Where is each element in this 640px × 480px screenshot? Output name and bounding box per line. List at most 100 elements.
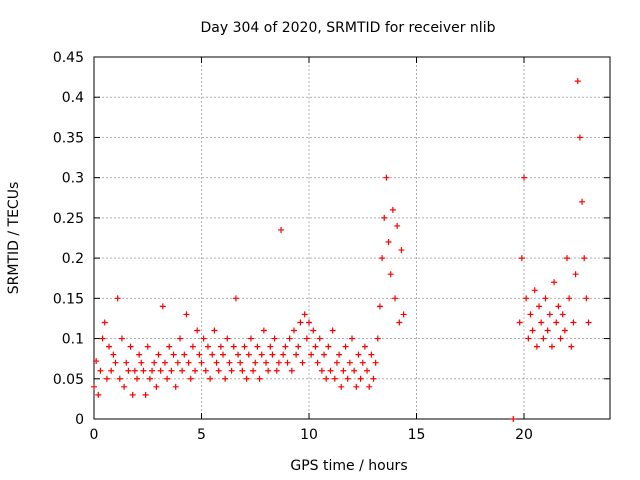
data-point [247,335,254,342]
data-point [290,327,297,334]
data-point [108,367,115,374]
data-point [187,375,194,382]
data-point [400,311,407,318]
data-point [286,335,293,342]
chart-title: Day 304 of 2020, SRMTID for receiver nli… [201,20,496,36]
data-point [394,222,401,229]
data-point [179,367,186,374]
data-point [396,319,403,326]
data-point [258,351,265,358]
data-point [267,343,274,350]
data-point [215,367,222,374]
data-point [114,295,121,302]
data-point [376,303,383,310]
data-point [529,327,536,334]
data-point [336,351,343,358]
y-tick-label: 0.2 [62,251,84,267]
data-point [209,351,216,358]
data-point [381,214,388,221]
data-point [533,343,540,350]
data-point [521,174,527,181]
data-point [288,367,295,374]
data-point [557,335,564,342]
data-point [544,327,551,334]
data-point [271,335,278,342]
data-point [177,335,183,342]
y-tick-label: 0.45 [53,50,84,66]
data-point [273,367,280,374]
data-point [303,335,310,342]
data-point [331,375,338,382]
data-point [142,391,149,398]
data-point [364,367,371,374]
data-point [579,198,586,205]
data-point [359,359,366,366]
data-point [232,295,239,302]
data-point [256,375,263,382]
y-tick-label: 0 [75,412,84,428]
data-point [202,367,209,374]
data-point [198,359,205,366]
data-point [185,359,192,366]
data-point [299,359,306,366]
data-point [523,295,530,302]
data-point [333,359,340,366]
data-point [542,295,549,302]
data-point [531,287,538,294]
x-axis-label: GPS time / hours [290,458,407,474]
y-tick-labels: 0 0.05 0.1 0.15 0.2 0.25 0.3 0.35 0.4 0.45 [53,50,84,428]
data-point [349,335,355,342]
data-point [572,271,579,278]
data-point [123,359,130,366]
data-point [146,375,153,382]
x-tick-label: 20 [515,427,533,443]
data-point [237,359,244,366]
data-point [161,359,168,366]
data-point [213,359,220,366]
data-point [112,359,119,366]
data-point [118,335,125,342]
data-point [366,383,373,390]
data-point [97,367,104,374]
data-point [194,327,201,334]
data-point [518,255,525,262]
data-point [269,351,276,358]
data-point [351,367,358,374]
data-point [174,359,181,366]
data-point [564,255,570,262]
x-tick-labels: 0 5 10 15 20 [90,427,533,443]
data-point [323,375,330,382]
data-point [125,367,132,374]
data-point [525,335,532,342]
data-point [278,226,285,233]
data-point [168,367,175,374]
data-point [372,359,379,366]
data-point [230,343,237,350]
data-point [116,375,123,382]
data-point [252,359,259,366]
y-tick-label: 0.05 [53,372,84,388]
data-point [385,239,392,246]
data-point [338,383,345,390]
data-point [370,375,377,382]
data-point [181,351,188,358]
data-point [536,303,543,310]
data-point [284,359,291,366]
data-point [136,351,143,358]
data-point [254,343,261,350]
data-point [192,367,199,374]
data-point [546,311,553,318]
data-point [301,311,308,318]
data-point [222,375,229,382]
data-point [235,351,242,358]
x-tick-label: 5 [197,427,206,443]
data-point [308,351,315,358]
data-point [581,255,588,262]
x-tick-label: 10 [300,427,318,443]
data-point [99,335,106,342]
data-point [243,375,250,382]
data-point [196,351,203,358]
data-point [183,311,190,318]
data-point [157,367,164,374]
data-point [306,319,312,326]
